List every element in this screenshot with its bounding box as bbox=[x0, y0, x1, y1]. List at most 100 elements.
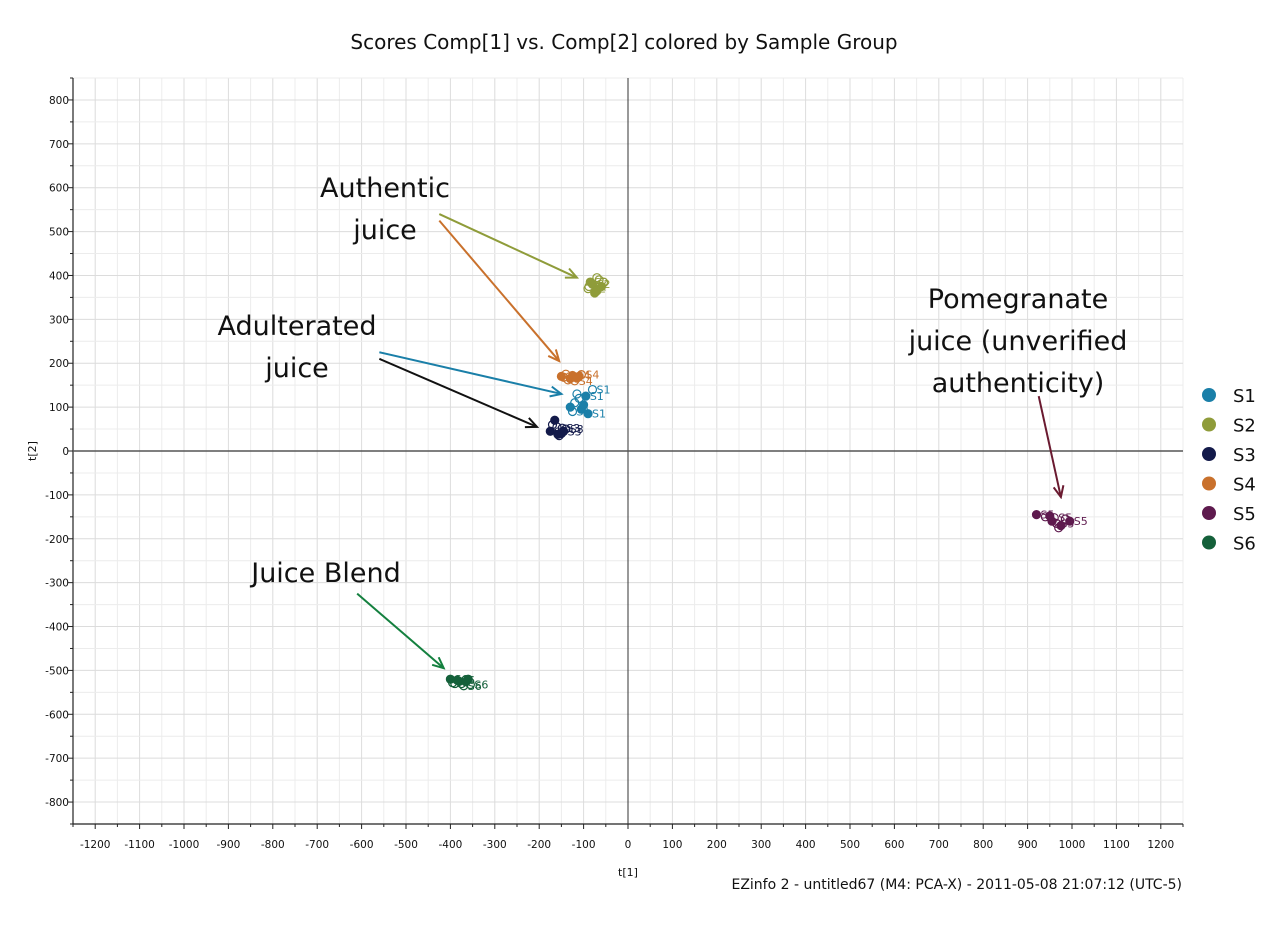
series-s2: S2S2S2S2 bbox=[583, 273, 610, 298]
data-point bbox=[1065, 516, 1075, 526]
y-tick-label: -600 bbox=[45, 709, 69, 721]
annotation-arrow bbox=[378, 357, 537, 427]
data-point-label: S1 bbox=[592, 408, 606, 421]
data-point-label: S3 bbox=[566, 422, 580, 435]
y-tick-label: 600 bbox=[49, 183, 69, 195]
annotation-label: Juice Blend bbox=[249, 558, 401, 589]
data-point-label: S5 bbox=[1058, 512, 1072, 525]
y-tick-label: 800 bbox=[49, 95, 69, 107]
x-tick-label: 700 bbox=[929, 839, 949, 851]
legend-label-s4: S4 bbox=[1233, 475, 1256, 496]
data-point bbox=[592, 273, 602, 283]
x-tick-label: 200 bbox=[707, 839, 727, 851]
data-point-label: S1 bbox=[577, 406, 591, 419]
series-s6: S6S6S6S6 bbox=[445, 673, 488, 693]
data-point bbox=[572, 389, 582, 399]
legend-marker-s3 bbox=[1202, 447, 1216, 461]
data-point bbox=[587, 384, 598, 395]
data-point-label: S6 bbox=[468, 680, 482, 693]
data-point bbox=[567, 406, 578, 417]
data-point bbox=[578, 400, 589, 410]
annotation-label: Adulterated bbox=[218, 311, 377, 342]
legend-marker-s5 bbox=[1202, 506, 1216, 520]
x-tick-label: -800 bbox=[261, 839, 285, 851]
series-s3: S3S3S3S3 bbox=[545, 415, 584, 441]
x-tick-label: 300 bbox=[751, 839, 771, 851]
y-tick-label: -500 bbox=[45, 665, 69, 677]
y-tick-label: -300 bbox=[45, 578, 69, 590]
x-tick-label: -900 bbox=[216, 839, 240, 851]
annotation-label: juice bbox=[352, 215, 417, 246]
data-point bbox=[465, 679, 475, 690]
data-point bbox=[547, 420, 558, 430]
legend-label-s1: S1 bbox=[1233, 386, 1256, 407]
data-point bbox=[565, 402, 575, 412]
data-point-label: S4 bbox=[585, 369, 599, 382]
data-point-label: S3 bbox=[570, 423, 584, 436]
x-tick-label: 0 bbox=[625, 839, 632, 851]
footer-info: EZinfo 2 - untitled67 (M4: PCA-X) - 2011… bbox=[731, 877, 1182, 893]
x-tick-label: 100 bbox=[662, 839, 682, 851]
data-point bbox=[581, 391, 591, 401]
data-point bbox=[1054, 523, 1064, 533]
data-point-label: S3 bbox=[568, 425, 582, 438]
annotation-arrow bbox=[438, 213, 577, 278]
y-axis-label: t[2] bbox=[26, 441, 39, 461]
legend-label-s3: S3 bbox=[1233, 445, 1256, 466]
legend-label-s6: S6 bbox=[1233, 534, 1256, 555]
legend-label-s2: S2 bbox=[1233, 416, 1256, 437]
y-tick-label: 700 bbox=[49, 139, 69, 151]
data-point bbox=[553, 429, 563, 439]
data-point bbox=[576, 370, 586, 380]
x-tick-label: -1000 bbox=[169, 839, 200, 851]
y-tick-label: 100 bbox=[49, 402, 69, 414]
legend-marker-s4 bbox=[1202, 476, 1216, 491]
annotation-arrow bbox=[379, 351, 561, 394]
legend-marker-s1 bbox=[1202, 388, 1216, 402]
annotation-label: juice bbox=[264, 353, 329, 384]
data-point bbox=[550, 415, 560, 425]
data-point-label: S5 bbox=[1074, 515, 1088, 528]
annotation: Juice Blend bbox=[249, 558, 443, 668]
annotations: Authentic juice Adulterated juice Juice Blen… bbox=[218, 173, 1127, 668]
legend-label-s5: S5 bbox=[1233, 504, 1256, 525]
y-tick-label: 0 bbox=[62, 446, 69, 458]
data-point bbox=[559, 372, 569, 382]
x-tick-label: 400 bbox=[796, 839, 816, 851]
tick-labels: -1200 -1100 -1000 -900 -800 -700 -600 -500 -400-… bbox=[45, 77, 1184, 851]
y-tick-label: 400 bbox=[49, 270, 69, 282]
annotation-label: authenticity) bbox=[932, 368, 1105, 399]
x-axis-label: t[1] bbox=[618, 866, 638, 879]
y-tick-label: 300 bbox=[49, 314, 69, 326]
annotation-arrow bbox=[438, 219, 559, 361]
x-tick-label: 800 bbox=[973, 839, 993, 851]
x-tick-label: -300 bbox=[483, 839, 507, 851]
y-tick-label: -800 bbox=[45, 797, 69, 809]
data-point bbox=[461, 677, 471, 687]
annotation-label: Pomegranate bbox=[928, 284, 1108, 315]
data-point bbox=[557, 423, 567, 433]
data-point-label: S6 bbox=[474, 678, 488, 691]
legend: S1 S2 S3 S4 S5 S6 bbox=[1202, 386, 1256, 555]
data-point-label: S1 bbox=[596, 384, 610, 397]
y-tick-label: -400 bbox=[45, 622, 69, 634]
x-tick-label: 600 bbox=[884, 839, 904, 851]
x-tick-label: -1100 bbox=[124, 839, 155, 851]
data-point bbox=[592, 286, 602, 296]
x-tick-label: -600 bbox=[350, 839, 374, 851]
y-tick-label: -100 bbox=[45, 490, 69, 502]
chart-title: Scores Comp[1] vs. Comp[2] colored by Sa… bbox=[350, 30, 897, 54]
series-s5: S5S5S5S5 bbox=[1031, 509, 1088, 533]
data-point bbox=[563, 375, 573, 385]
data-point bbox=[1049, 513, 1059, 523]
y-tick-label: 200 bbox=[49, 358, 69, 370]
annotation: Adulterated juice bbox=[218, 311, 562, 427]
data-point-label: S2 bbox=[593, 280, 607, 293]
legend-marker-s6 bbox=[1202, 535, 1216, 550]
annotation: Pomegranate juice (unverified authenticity… bbox=[908, 284, 1127, 497]
x-tick-label: 500 bbox=[840, 839, 860, 851]
x-tick-label: 1200 bbox=[1147, 839, 1174, 851]
